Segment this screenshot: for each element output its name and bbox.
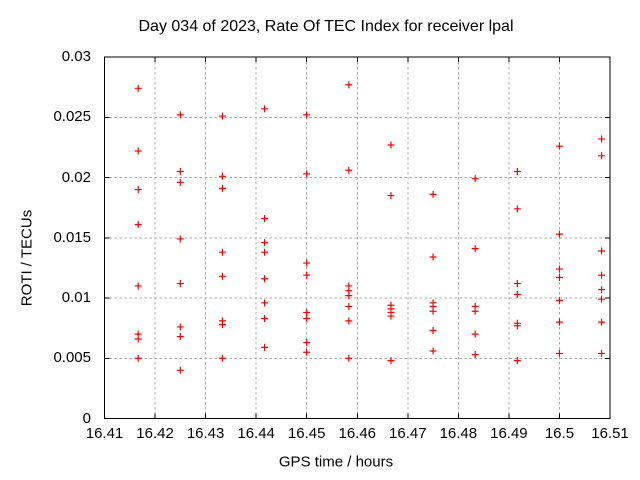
x-tick-label: 16.41 bbox=[85, 425, 124, 442]
y-tick-label: 0.02 bbox=[61, 168, 91, 186]
y-tick-label: 0.03 bbox=[61, 48, 91, 65]
x-tick-label: 16.42 bbox=[136, 425, 174, 442]
plot-border bbox=[104, 56, 611, 419]
y-tick-label: 0.005 bbox=[53, 349, 91, 367]
x-tick-label: 16.51 bbox=[591, 425, 629, 442]
x-tick-label: 16.44 bbox=[237, 425, 275, 442]
data-points bbox=[134, 81, 606, 374]
y-tick-label: 0 bbox=[82, 409, 91, 427]
x-tick-label: 16.46 bbox=[338, 425, 377, 442]
y-tick-label: 0.025 bbox=[53, 108, 91, 126]
y-tick-label: 0.01 bbox=[61, 289, 91, 306]
x-axis-label: GPS time / hours bbox=[278, 453, 394, 471]
chart-title: Day 034 of 2023, Rate Of TEC Index for r… bbox=[138, 18, 514, 35]
y-tick-label: 0.015 bbox=[53, 228, 91, 246]
x-tick-label: 16.49 bbox=[490, 425, 528, 442]
x-tick-label: 16.48 bbox=[439, 425, 478, 442]
x-tick-label: 16.43 bbox=[186, 425, 225, 442]
x-tick-label: 16.47 bbox=[389, 425, 427, 442]
x-tick-label: 16.5 bbox=[544, 425, 575, 442]
x-tick-label: 16.45 bbox=[287, 425, 326, 442]
